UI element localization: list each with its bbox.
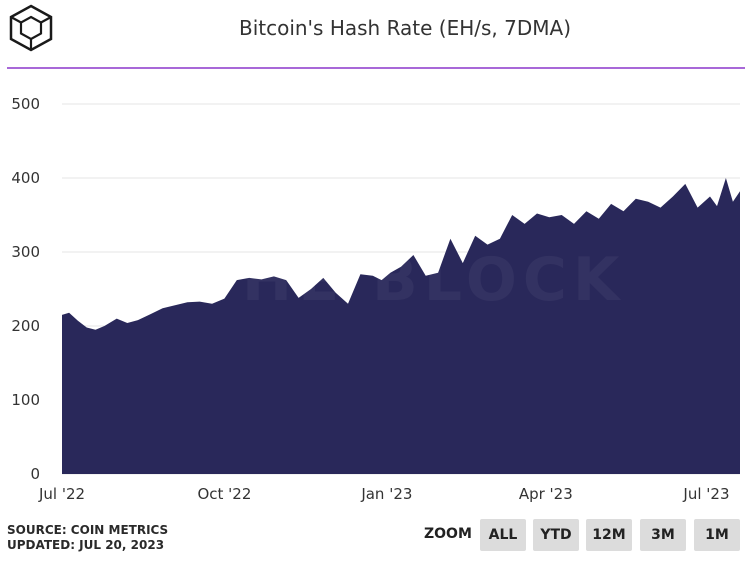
source-line: SOURCE: COIN METRICS (7, 523, 169, 537)
x-tick-label: Jul '22 (38, 485, 85, 503)
zoom-all-button[interactable]: ALL (480, 519, 526, 551)
zoom-12m-button[interactable]: 12M (586, 519, 632, 551)
zoom-label: ZOOM (424, 526, 472, 542)
zoom-3m-button[interactable]: 3M (640, 519, 686, 551)
title-divider (7, 67, 745, 69)
watermark: THE BLOCK (195, 245, 626, 315)
x-tick-label: Jan '23 (360, 485, 412, 503)
y-tick-label: 300 (11, 243, 40, 261)
y-tick-label: 0 (30, 465, 40, 483)
y-tick-label: 500 (11, 95, 40, 113)
y-tick-label: 100 (11, 391, 40, 409)
x-tick-label: Jul '23 (682, 485, 729, 503)
chart-title: Bitcoin's Hash Rate (EH/s, 7DMA) (238, 16, 572, 40)
the-block-logo-icon (9, 4, 53, 52)
source-note: SOURCE: COIN METRICS UPDATED: JUL 20, 20… (7, 523, 168, 553)
y-tick-label: 200 (11, 317, 40, 335)
updated-line: UPDATED: JUL 20, 2023 (7, 538, 165, 552)
hash-rate-chart: 0 100 200 300 400 500 Jul '22 Oct '22 Jan '23 Apr… (11, 95, 740, 503)
zoom-ytd-button[interactable]: YTD (533, 519, 579, 551)
x-tick-label: Apr '23 (519, 485, 573, 503)
zoom-1m-button[interactable]: 1M (694, 519, 740, 551)
x-tick-label: Oct '22 (197, 485, 251, 503)
hash-rate-area-series (62, 178, 740, 474)
y-tick-label: 400 (11, 169, 40, 187)
